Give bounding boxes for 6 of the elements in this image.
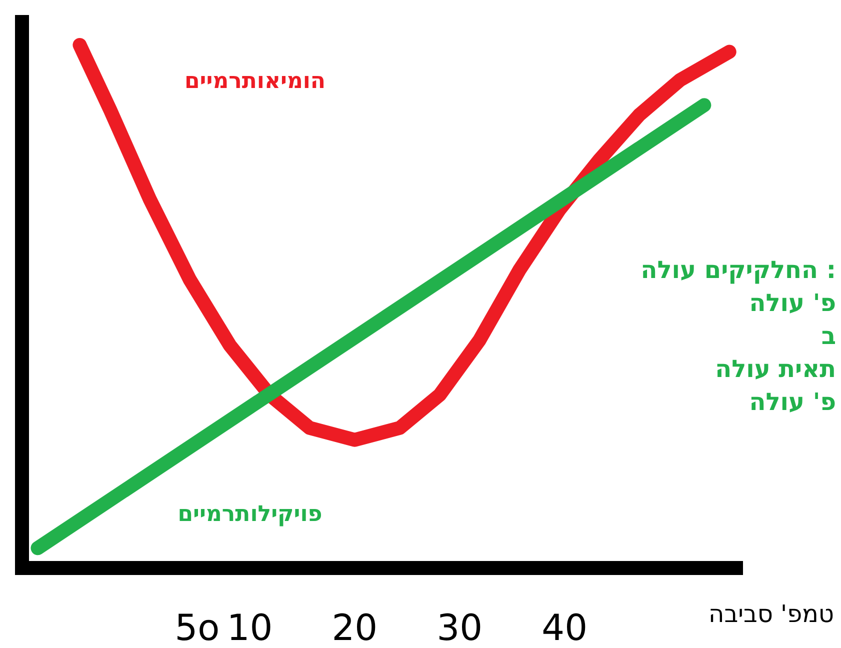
annotation: ב bbox=[821, 322, 836, 350]
annotation: : החלקיקים עולה bbox=[640, 256, 836, 284]
annotation: תאית עולה bbox=[715, 355, 836, 383]
annotation: פ' עולה bbox=[749, 388, 836, 416]
xlabel: טמפ' סביבה bbox=[708, 600, 834, 628]
annotation: פ' עולה bbox=[749, 289, 836, 317]
